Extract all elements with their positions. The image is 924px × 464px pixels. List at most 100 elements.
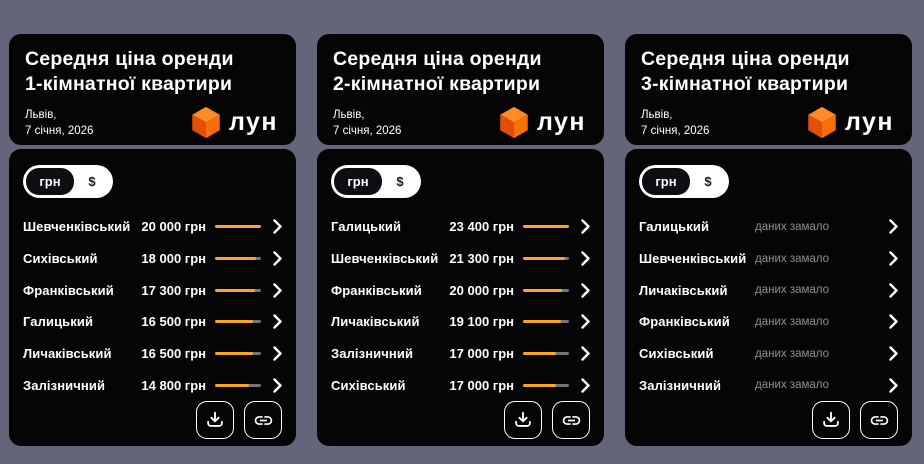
district-row[interactable]: Залізничний 17 000 грн (331, 338, 590, 370)
chevron-right-icon[interactable] (889, 378, 898, 393)
date-label: 7 січня, 2026 (333, 124, 402, 137)
district-price: 21 300 грн (449, 251, 514, 267)
chevron-right-icon[interactable] (581, 314, 590, 330)
card-meta: Львів, 7 січня, 2026 лун (641, 106, 896, 139)
district-price: 17 000 грн (449, 377, 514, 393)
district-row[interactable]: Галицький 16 500 грн (23, 306, 282, 338)
city-label: Львів, (641, 109, 673, 122)
chevron-right-icon[interactable] (273, 314, 282, 330)
currency-toggle-usd[interactable]: $ (88, 174, 96, 189)
lun-logo[interactable]: лун (499, 106, 588, 139)
price-bar (523, 288, 569, 292)
chevron-right-icon[interactable] (273, 283, 282, 298)
price-bar (523, 320, 569, 324)
download-icon (207, 411, 223, 427)
district-row[interactable]: Залізничний 14 800 грн (23, 369, 282, 401)
district-rows: Шевченківський 20 000 грн Сихівський 18 … (23, 211, 282, 401)
price-bar (523, 352, 569, 356)
district-row[interactable]: Галицький даних замало (639, 211, 898, 243)
chevron-right-icon[interactable] (889, 346, 898, 361)
currency-toggle-usd[interactable]: $ (396, 174, 404, 189)
card-body: грн $ Галицький 23 400 грн Шевченківськи… (317, 149, 604, 446)
district-label: Сихівський (23, 251, 98, 267)
copy-link-button[interactable] (244, 401, 282, 440)
district-row[interactable]: Сихівський 17 000 грн (331, 369, 590, 401)
city-label: Львів, (25, 109, 57, 122)
district-price: 16 500 грн (141, 314, 206, 330)
no-data-label: даних замало (755, 252, 830, 265)
district-row[interactable]: Сихівський даних замало (639, 338, 898, 370)
card-title-line1: Середня ціна оренди (333, 48, 542, 70)
city-date: Львів, 7 січня, 2026 (25, 108, 93, 138)
currency-toggle-uah[interactable]: грн (642, 168, 690, 195)
district-row[interactable]: Личаківський даних замало (639, 274, 898, 306)
chevron-right-icon[interactable] (889, 314, 898, 330)
price-card: Середня ціна оренди 3-кімнатної квартири… (625, 34, 912, 446)
price-bar (215, 257, 261, 261)
district-price: 19 100 грн (449, 314, 514, 330)
district-row[interactable]: Личаківський 16 500 грн (23, 338, 282, 370)
lun-logo[interactable]: лун (807, 106, 896, 139)
chevron-right-icon[interactable] (581, 219, 590, 235)
copy-link-button[interactable] (860, 401, 898, 440)
district-row[interactable]: Франківський даних замало (639, 306, 898, 338)
no-data-label: даних замало (755, 315, 830, 328)
district-row[interactable]: Шевченківський даних замало (639, 243, 898, 275)
price-bar-fill (523, 352, 557, 356)
download-button[interactable] (812, 401, 850, 440)
district-row[interactable]: Личаківський 19 100 грн (331, 306, 590, 338)
chevron-right-icon[interactable] (889, 219, 898, 235)
chevron-right-icon[interactable] (889, 283, 898, 298)
price-bar-fill (215, 320, 253, 324)
no-data-label: даних замало (755, 220, 830, 233)
district-price: 20 000 грн (141, 219, 206, 235)
district-row[interactable]: Галицький 23 400 грн (331, 211, 590, 243)
chevron-right-icon[interactable] (581, 283, 590, 298)
card-header: Середня ціна оренди 3-кімнатної квартири… (625, 34, 912, 145)
date-label: 7 січня, 2026 (25, 124, 94, 137)
district-label: Залізничний (331, 346, 414, 362)
district-row[interactable]: Сихівський 18 000 грн (23, 243, 282, 275)
no-data-label: даних замало (755, 347, 830, 360)
district-row[interactable]: Франківський 20 000 грн (331, 274, 590, 306)
chevron-right-icon[interactable] (273, 346, 282, 361)
district-label: Сихівський (331, 377, 406, 393)
chevron-right-icon[interactable] (581, 251, 590, 266)
district-price: 17 000 грн (449, 346, 514, 362)
copy-link-button[interactable] (552, 401, 590, 440)
card-body: грн $ Шевченківський 20 000 грн Сихівськ… (9, 149, 296, 446)
district-price: 20 000 грн (449, 282, 514, 298)
price-bar-fill (523, 257, 565, 261)
lun-cube-icon (500, 106, 528, 138)
price-card: Середня ціна оренди 2-кімнатної квартири… (317, 34, 604, 446)
chevron-right-icon[interactable] (889, 251, 898, 266)
district-row[interactable]: Франківський 17 300 грн (23, 274, 282, 306)
price-bar (215, 320, 261, 324)
price-bar (215, 352, 261, 356)
currency-toggle-uah[interactable]: грн (334, 168, 382, 195)
currency-toggle: грн $ (331, 165, 421, 198)
chevron-right-icon[interactable] (581, 378, 590, 393)
district-price: 16 500 грн (141, 346, 206, 362)
price-bar (523, 383, 569, 387)
price-bar (215, 225, 261, 229)
lun-logo[interactable]: лун (191, 106, 280, 139)
chevron-right-icon[interactable] (273, 378, 282, 393)
district-row[interactable]: Шевченківський 21 300 грн (331, 243, 590, 275)
chevron-right-icon[interactable] (273, 219, 282, 235)
price-bar-fill (215, 257, 257, 261)
district-price: 23 400 грн (449, 219, 514, 235)
download-button[interactable] (504, 401, 542, 440)
chevron-right-icon[interactable] (273, 251, 282, 266)
card-meta: Львів, 7 січня, 2026 лун (25, 106, 280, 139)
district-row[interactable]: Шевченківський 20 000 грн (23, 211, 282, 243)
district-row[interactable]: Залізничний даних замало (639, 369, 898, 401)
currency-toggle-usd[interactable]: $ (704, 174, 712, 189)
card-header: Середня ціна оренди 1-кімнатної квартири… (9, 34, 296, 145)
card-actions (639, 401, 898, 440)
download-button[interactable] (196, 401, 234, 440)
price-bar (215, 383, 261, 387)
chevron-right-icon[interactable] (581, 346, 590, 361)
currency-toggle-uah[interactable]: грн (26, 168, 74, 195)
